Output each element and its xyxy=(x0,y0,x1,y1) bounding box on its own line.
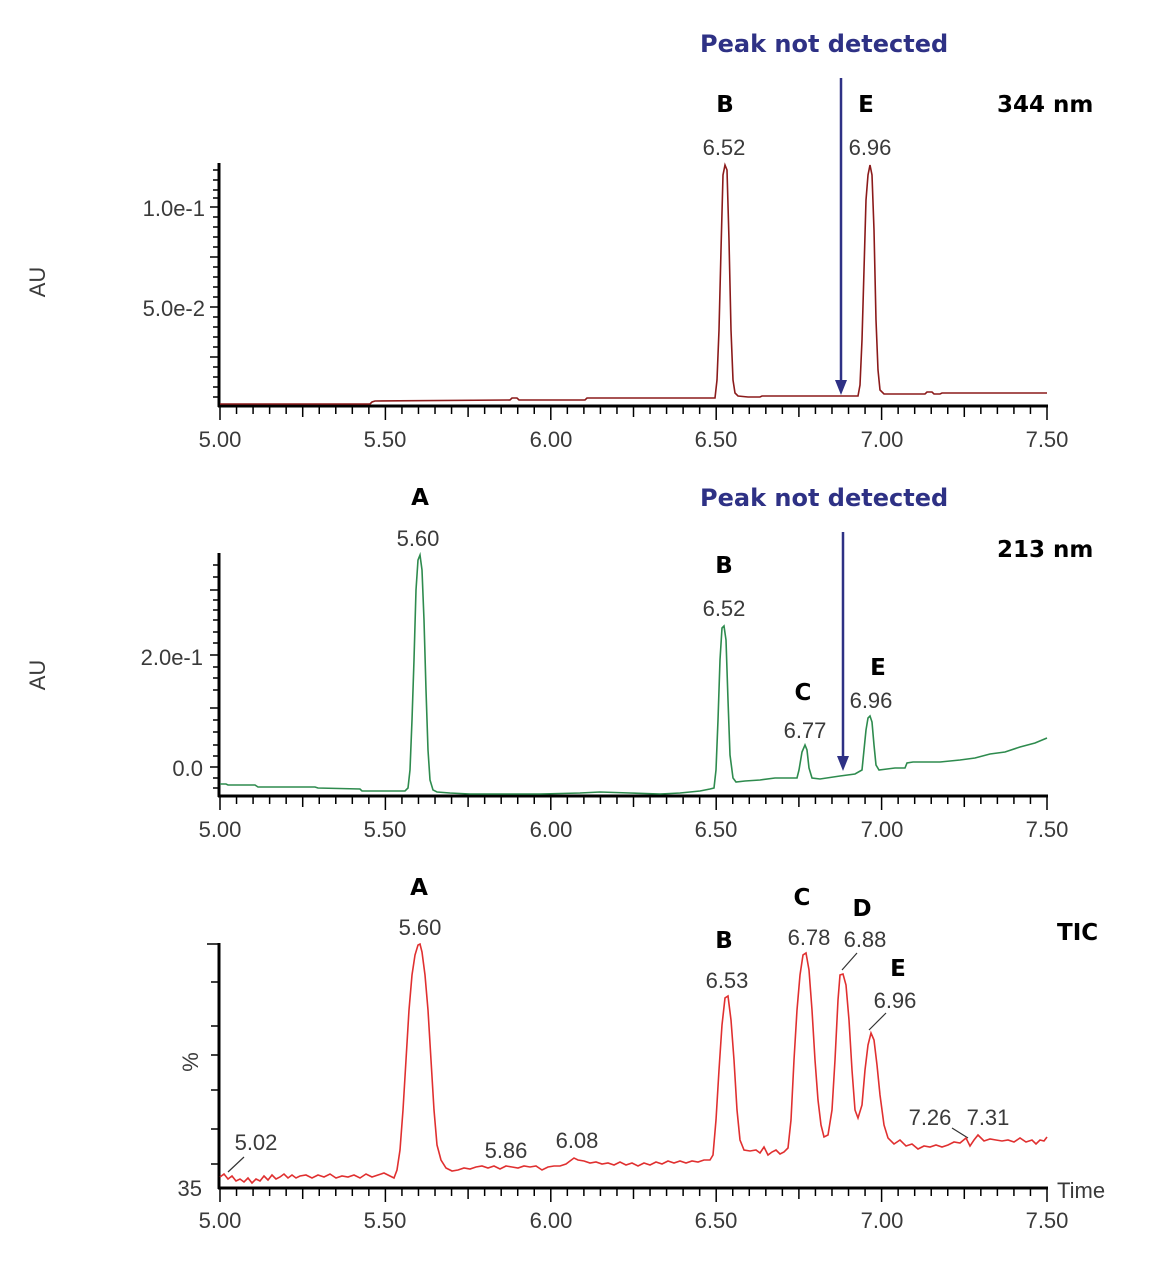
x-tick-labels: 5.00 5.50 6.00 6.50 7.00 7.50 xyxy=(199,1208,1069,1233)
peak-rt-label: 6.77 xyxy=(784,718,827,743)
peak-letter-c: C xyxy=(794,885,811,911)
svg-text:6.00: 6.00 xyxy=(530,817,573,842)
trace-344nm xyxy=(220,162,1047,405)
peak-rt-label: 6.96 xyxy=(850,688,893,713)
x-axis-ticks xyxy=(219,1188,1048,1202)
peak-rt-label: 6.53 xyxy=(706,968,749,993)
y-tick-label: 5.0e-2 xyxy=(143,296,205,321)
y-tick-label: 2.0e-1 xyxy=(141,645,203,670)
peak-rt-label: 5.02 xyxy=(235,1130,278,1155)
peak-rt-label: 7.26 xyxy=(909,1105,952,1130)
y-tick-label: 35 xyxy=(178,1176,202,1201)
y-tick-label: 1.0e-1 xyxy=(143,196,205,221)
svg-text:7.00: 7.00 xyxy=(861,1208,904,1233)
x-axis-ticks xyxy=(219,796,1048,810)
peak-leader-lines xyxy=(227,952,969,1173)
peak-letter-e: E xyxy=(858,92,874,118)
peak-rt-label: 6.52 xyxy=(703,596,746,621)
arrow-icon xyxy=(837,532,849,771)
svg-text:6.00: 6.00 xyxy=(530,427,573,452)
peak-rt-label: 7.31 xyxy=(967,1105,1010,1130)
x-axis-ticks xyxy=(219,406,1048,420)
svg-text:6.50: 6.50 xyxy=(695,1208,738,1233)
peak-rt-label: 6.96 xyxy=(849,135,892,160)
panel-213nm: Peak not detected 213 nm A B C E 5.60 6.… xyxy=(25,484,1093,842)
peak-letter-b: B xyxy=(715,553,733,579)
svg-text:6.50: 6.50 xyxy=(695,427,738,452)
peak-not-detected-label: Peak not detected xyxy=(700,30,948,58)
peak-letter-c: C xyxy=(795,680,812,706)
svg-text:5.50: 5.50 xyxy=(364,427,407,452)
peak-letter-b: B xyxy=(716,92,734,118)
peak-not-detected-label: Peak not detected xyxy=(700,484,948,512)
y-axis-minor-ticks xyxy=(210,169,219,398)
peak-rt-label: 6.08 xyxy=(556,1128,599,1153)
wavelength-label: 344 nm xyxy=(997,92,1093,118)
y-axis-label: AU xyxy=(25,660,50,691)
y-axis-label: % xyxy=(178,1052,203,1072)
svg-text:5.00: 5.00 xyxy=(199,817,242,842)
svg-text:7.00: 7.00 xyxy=(861,817,904,842)
peak-letter-a: A xyxy=(410,875,428,901)
svg-text:5.50: 5.50 xyxy=(364,1208,407,1233)
peak-rt-label: 6.78 xyxy=(788,925,831,950)
peak-rt-label: 6.52 xyxy=(703,135,746,160)
y-tick-label: 0.0 xyxy=(172,756,203,781)
x-axis-label: Time xyxy=(1057,1178,1105,1203)
wavelength-label: 213 nm xyxy=(997,537,1093,563)
trace-tic xyxy=(219,942,1048,1185)
svg-text:5.00: 5.00 xyxy=(199,1208,242,1233)
y-axis-label: AU xyxy=(25,267,50,298)
peak-rt-label: 5.60 xyxy=(397,526,440,551)
peak-letter-d: D xyxy=(852,896,871,922)
svg-text:5.00: 5.00 xyxy=(199,427,242,452)
svg-text:6.00: 6.00 xyxy=(530,1208,573,1233)
peak-letter-b: B xyxy=(715,928,733,954)
svg-text:7.50: 7.50 xyxy=(1026,817,1069,842)
svg-text:6.50: 6.50 xyxy=(695,817,738,842)
peak-letter-a: A xyxy=(411,485,429,511)
svg-text:5.50: 5.50 xyxy=(364,817,407,842)
trace-213nm xyxy=(220,551,1048,795)
peak-letter-e: E xyxy=(890,956,906,982)
trace-type-label: TIC xyxy=(1057,920,1098,946)
panel-tic: TIC A B C D E 5.02 5.60 5.86 6.08 6.53 6… xyxy=(178,875,1106,1233)
svg-text:7.50: 7.50 xyxy=(1026,1208,1069,1233)
svg-text:7.00: 7.00 xyxy=(861,427,904,452)
y-axis-minor-ticks xyxy=(210,564,219,789)
panel-344nm: Peak not detected 344 nm B E 6.52 6.96 A… xyxy=(25,30,1093,452)
peak-rt-label: 6.96 xyxy=(874,988,917,1013)
y-axis-ticks xyxy=(211,981,219,1165)
peak-letter-e: E xyxy=(870,655,886,681)
peak-rt-label: 5.86 xyxy=(485,1138,528,1163)
svg-text:7.50: 7.50 xyxy=(1026,427,1069,452)
x-tick-labels: 5.00 5.50 6.00 6.50 7.00 7.50 xyxy=(199,817,1069,842)
arrow-icon xyxy=(835,78,847,395)
x-tick-labels: 5.00 5.50 6.00 6.50 7.00 7.50 xyxy=(199,427,1069,452)
peak-rt-label: 6.88 xyxy=(844,927,887,952)
peak-rt-label: 5.60 xyxy=(399,915,442,940)
